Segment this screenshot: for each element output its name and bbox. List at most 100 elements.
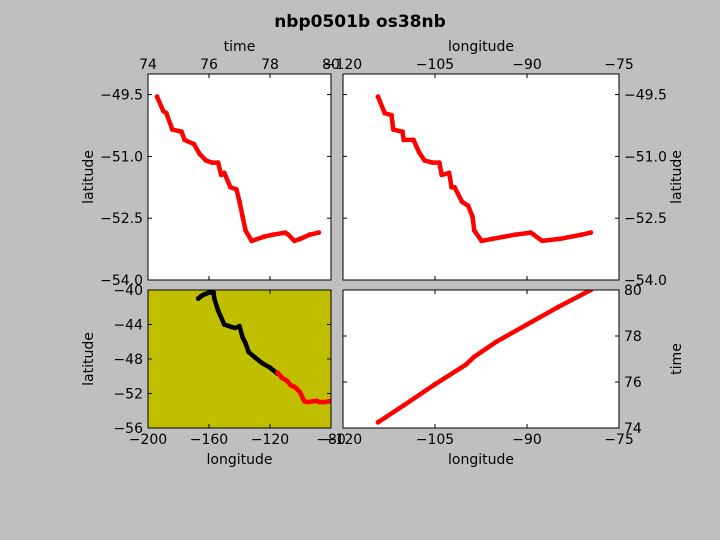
data-point <box>209 160 215 166</box>
data-point <box>260 360 265 366</box>
data-point <box>375 419 381 425</box>
data-point <box>531 232 537 238</box>
data-point <box>588 230 594 236</box>
data-point <box>211 290 217 295</box>
data-point <box>390 127 396 132</box>
y-tick-label: −48 <box>113 352 143 368</box>
x-tick-label: −75 <box>604 432 634 448</box>
y-axis-label: latitude <box>81 332 97 386</box>
data-point <box>267 365 273 370</box>
data-point <box>382 110 388 116</box>
data-point <box>307 232 312 238</box>
data-point <box>463 362 469 368</box>
data-point <box>459 199 465 205</box>
data-point <box>439 172 445 178</box>
data-point <box>490 236 496 242</box>
y-tick-label: −56 <box>113 421 143 437</box>
plot-area <box>148 290 331 428</box>
data-point <box>401 402 407 408</box>
x-axis-label: longitude <box>448 452 514 468</box>
x-axis-label: time <box>224 39 256 55</box>
data-point <box>234 187 239 192</box>
data-point <box>400 129 405 135</box>
data-point <box>243 341 249 346</box>
x-axis-label: longitude <box>207 452 273 468</box>
data-point <box>375 94 381 100</box>
x-tick-label: 80 <box>322 57 340 73</box>
y-tick-label: −40 <box>113 283 143 299</box>
x-tick-label: −105 <box>416 57 454 73</box>
data-point <box>300 395 305 401</box>
data-point <box>221 322 227 327</box>
data-point <box>557 236 563 242</box>
x-tick-label: −200 <box>129 432 167 448</box>
data-point <box>588 290 594 293</box>
data-point <box>182 137 188 143</box>
series-layer <box>154 94 322 244</box>
data-point <box>304 399 310 405</box>
subplot-top-left: 74 76 78 80 −49.5 −51.0 −52.5 −54.0 time latitude <box>81 39 340 289</box>
data-point <box>465 203 471 209</box>
data-point <box>479 238 484 244</box>
data-point <box>524 322 530 327</box>
x-tick-label: −80 <box>316 432 346 448</box>
y-tick-label: −52 <box>113 387 143 403</box>
x-tick-label: −120 <box>324 432 362 448</box>
data-point <box>202 291 207 297</box>
x-axis-label: longitude <box>448 39 514 55</box>
y-axis-label: latitude <box>81 150 97 204</box>
data-point <box>243 228 249 234</box>
x-tick-label: −160 <box>190 432 228 448</box>
data-point <box>411 137 416 143</box>
data-point <box>261 234 267 240</box>
data-point <box>416 149 422 155</box>
data-point <box>321 399 327 405</box>
data-point <box>493 339 499 345</box>
data-point <box>275 370 280 376</box>
y-tick-label: −49.5 <box>100 88 143 104</box>
data-point <box>163 110 169 116</box>
data-point <box>285 379 290 384</box>
figure-title: nbp0501b os38nb <box>274 12 446 32</box>
data-point <box>298 236 303 242</box>
x-tick-label: −120 <box>324 57 362 73</box>
data-point <box>452 184 457 190</box>
data-point <box>432 381 438 387</box>
series-layer <box>375 290 594 425</box>
plot-frame <box>147 73 332 281</box>
data-point <box>228 184 233 190</box>
data-point <box>328 398 331 404</box>
y-tick-label: −51.0 <box>624 149 667 165</box>
plot-frame <box>342 289 620 429</box>
data-point <box>446 170 452 176</box>
data-point <box>211 296 217 301</box>
data-point <box>471 228 477 234</box>
data-point <box>232 325 238 331</box>
x-tick-label: 78 <box>261 57 279 73</box>
data-point <box>285 232 291 238</box>
x-tick-label: −105 <box>416 432 454 448</box>
data-point <box>436 160 442 166</box>
data-point <box>389 112 394 118</box>
data-point <box>203 158 209 163</box>
y-tick-label: −52.5 <box>100 211 143 227</box>
data-point <box>179 129 184 135</box>
data-point <box>512 232 518 238</box>
y-tick-label: −54.0 <box>624 273 667 289</box>
plot-frame <box>342 73 620 281</box>
x-tick-label: −120 <box>251 432 289 448</box>
data-point <box>555 304 561 310</box>
data-point <box>470 213 475 219</box>
y-tick-label: 74 <box>624 421 642 437</box>
x-tick-label: 76 <box>200 57 218 73</box>
y-tick-label: −51.0 <box>100 149 143 165</box>
x-tick-label: −75 <box>604 57 634 73</box>
series-layer <box>375 94 594 244</box>
data-point <box>270 232 276 238</box>
y-tick-label: 76 <box>624 375 642 391</box>
data-point <box>154 94 160 100</box>
data-point <box>292 238 297 244</box>
data-point <box>237 323 242 329</box>
